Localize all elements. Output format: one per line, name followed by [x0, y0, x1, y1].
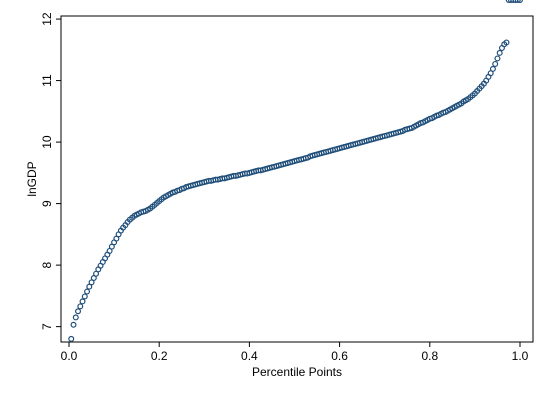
data-point — [512, 0, 519, 3]
y-tick-label: 11 — [40, 74, 54, 87]
y-tick-label: 8 — [40, 261, 54, 268]
data-point — [496, 49, 503, 56]
y-tick-label: 9 — [40, 200, 54, 207]
x-tick-label: 0.8 — [421, 349, 438, 363]
x-tick-label: 0.0 — [61, 349, 78, 363]
data-point — [68, 335, 75, 342]
plot-frame — [60, 15, 534, 343]
data-point — [77, 303, 84, 310]
data-point — [507, 0, 514, 3]
x-tick-label: 1.0 — [512, 349, 529, 363]
data-point — [517, 0, 523, 3]
y-tick-label: 10 — [40, 135, 54, 149]
x-tick-label: 0.4 — [241, 349, 258, 363]
x-tick-label: 0.2 — [151, 349, 168, 363]
x-tick-label: 0.6 — [331, 349, 348, 363]
data-point — [514, 0, 521, 3]
data-point — [70, 321, 77, 328]
y-axis-title: lnGDP — [25, 161, 39, 196]
data-point — [494, 55, 501, 62]
axes: 7 8 9 10 11 12 0.0 0.2 0.4 0.6 0.8 1.0 — [40, 12, 534, 363]
data-point — [84, 288, 91, 295]
data-point — [489, 65, 496, 72]
y-tick-label: 12 — [40, 12, 54, 26]
x-axis-title: Percentile Points — [252, 365, 342, 379]
data-point — [75, 308, 82, 315]
data-points — [68, 0, 523, 342]
data-point — [79, 298, 86, 305]
data-point — [503, 39, 510, 46]
y-tick-label: 7 — [40, 323, 54, 330]
data-point — [81, 293, 88, 300]
data-point — [510, 0, 517, 3]
data-point — [505, 0, 512, 3]
data-point — [72, 314, 79, 321]
data-point — [492, 60, 499, 67]
